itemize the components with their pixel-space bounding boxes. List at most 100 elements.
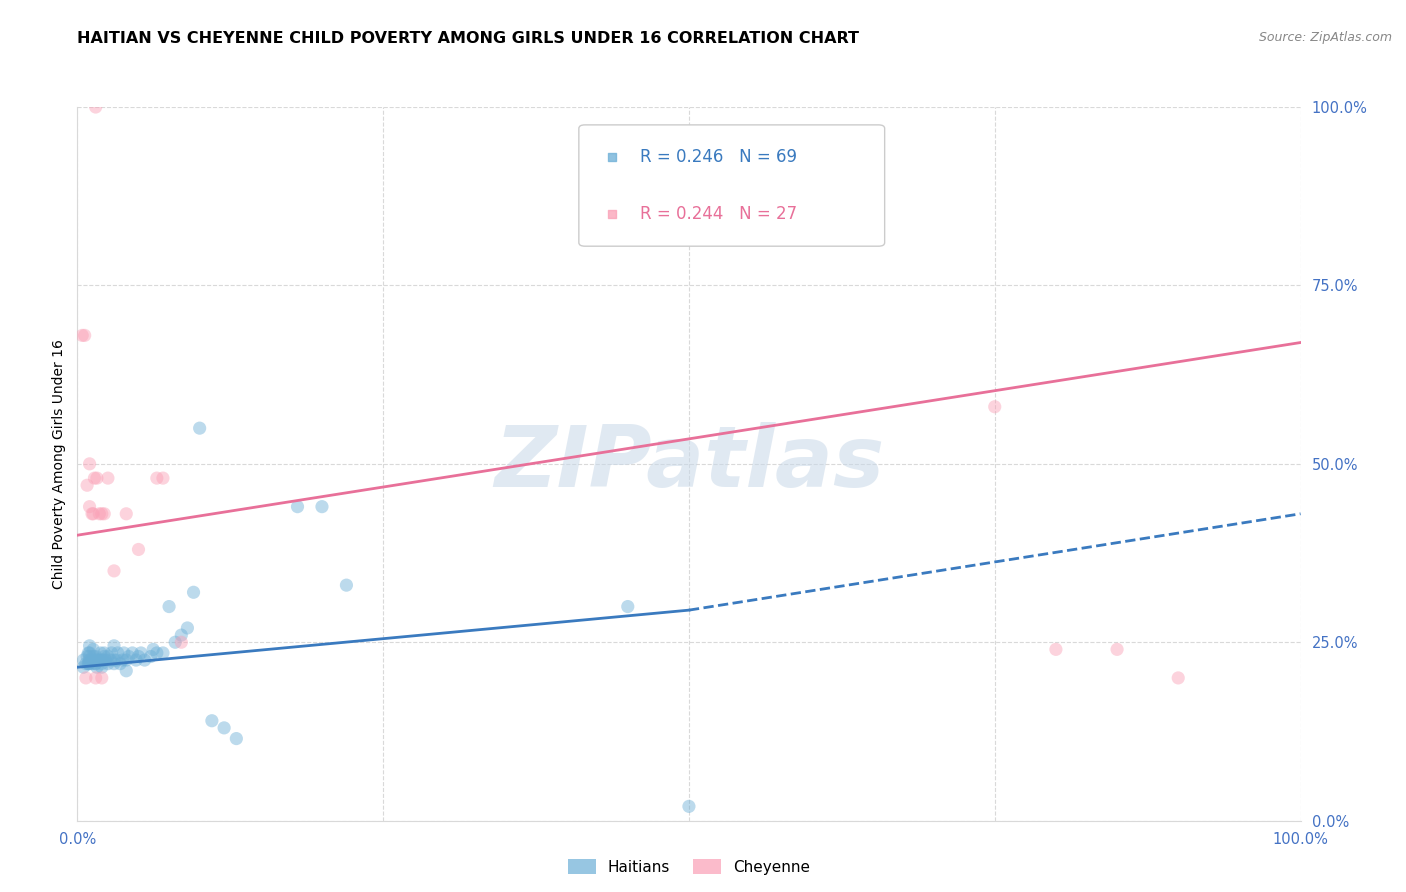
- Point: [80, 507, 103, 521]
- Point: [79, 657, 101, 671]
- Point: [125, 653, 148, 667]
- Point: [84, 100, 107, 114]
- Point: [108, 657, 131, 671]
- Point: [105, 653, 128, 667]
- Point: [79, 649, 101, 664]
- Point: [225, 731, 247, 746]
- Point: [79, 646, 101, 660]
- Point: [90, 653, 112, 667]
- Point: [335, 578, 357, 592]
- Point: [93, 507, 115, 521]
- Point: [311, 500, 333, 514]
- Point: [73, 328, 96, 343]
- Point: [152, 471, 174, 485]
- Point: [600, 207, 623, 221]
- Point: [79, 653, 101, 667]
- Point: [97, 657, 120, 671]
- Text: R = 0.244   N = 27: R = 0.244 N = 27: [640, 205, 797, 223]
- Point: [80, 657, 103, 671]
- Point: [183, 585, 205, 599]
- Point: [79, 639, 101, 653]
- Point: [90, 671, 112, 685]
- Point: [75, 671, 97, 685]
- Point: [103, 657, 125, 671]
- Point: [94, 653, 117, 667]
- Point: [93, 646, 115, 660]
- Text: Source: ZipAtlas.com: Source: ZipAtlas.com: [1258, 31, 1392, 45]
- Point: [111, 653, 134, 667]
- Point: [678, 799, 700, 814]
- Point: [84, 671, 107, 685]
- Point: [112, 646, 135, 660]
- Point: [70, 328, 93, 343]
- Point: [617, 599, 640, 614]
- Point: [97, 471, 120, 485]
- Point: [82, 649, 104, 664]
- Point: [127, 542, 149, 557]
- Point: [170, 635, 193, 649]
- Point: [115, 653, 138, 667]
- Point: [90, 507, 112, 521]
- Point: [79, 500, 101, 514]
- Point: [212, 721, 235, 735]
- Point: [91, 653, 114, 667]
- Point: [107, 646, 129, 660]
- Point: [134, 653, 156, 667]
- Point: [82, 507, 104, 521]
- Point: [86, 471, 108, 485]
- Point: [83, 471, 105, 485]
- Point: [157, 599, 180, 614]
- Point: [90, 660, 112, 674]
- Point: [129, 646, 152, 660]
- Point: [165, 635, 187, 649]
- Point: [170, 628, 193, 642]
- Point: [77, 657, 100, 671]
- Point: [103, 653, 125, 667]
- Point: [86, 660, 108, 674]
- Point: [72, 660, 94, 674]
- Point: [84, 657, 107, 671]
- Point: [188, 421, 211, 435]
- Point: [142, 642, 165, 657]
- Point: [89, 507, 111, 521]
- Point: [984, 400, 1007, 414]
- Point: [146, 471, 169, 485]
- Point: [1045, 642, 1067, 657]
- Y-axis label: Child Poverty Among Girls Under 16: Child Poverty Among Girls Under 16: [52, 339, 66, 589]
- Point: [100, 646, 122, 660]
- Point: [98, 653, 121, 667]
- Point: [121, 646, 143, 660]
- Point: [84, 657, 107, 671]
- Point: [90, 657, 112, 671]
- FancyBboxPatch shape: [579, 125, 884, 246]
- Point: [1167, 671, 1189, 685]
- Point: [127, 649, 149, 664]
- Point: [76, 649, 98, 664]
- Point: [84, 649, 107, 664]
- Point: [115, 507, 138, 521]
- Point: [80, 653, 103, 667]
- Point: [103, 639, 125, 653]
- Point: [79, 457, 101, 471]
- Point: [600, 150, 623, 164]
- Point: [201, 714, 224, 728]
- Point: [76, 478, 98, 492]
- Point: [146, 646, 169, 660]
- Point: [287, 500, 309, 514]
- Point: [72, 653, 94, 667]
- Point: [89, 653, 111, 667]
- Point: [87, 653, 110, 667]
- Point: [75, 657, 97, 671]
- Point: [152, 646, 174, 660]
- Point: [115, 664, 138, 678]
- Text: HAITIAN VS CHEYENNE CHILD POVERTY AMONG GIRLS UNDER 16 CORRELATION CHART: HAITIAN VS CHEYENNE CHILD POVERTY AMONG …: [77, 31, 859, 46]
- Text: R = 0.246   N = 69: R = 0.246 N = 69: [640, 148, 797, 166]
- Point: [139, 649, 162, 664]
- Text: ZIPatlas: ZIPatlas: [494, 422, 884, 506]
- Point: [118, 649, 141, 664]
- Point: [97, 649, 120, 664]
- Point: [77, 646, 100, 660]
- Point: [86, 653, 108, 667]
- Point: [103, 564, 125, 578]
- Point: [176, 621, 198, 635]
